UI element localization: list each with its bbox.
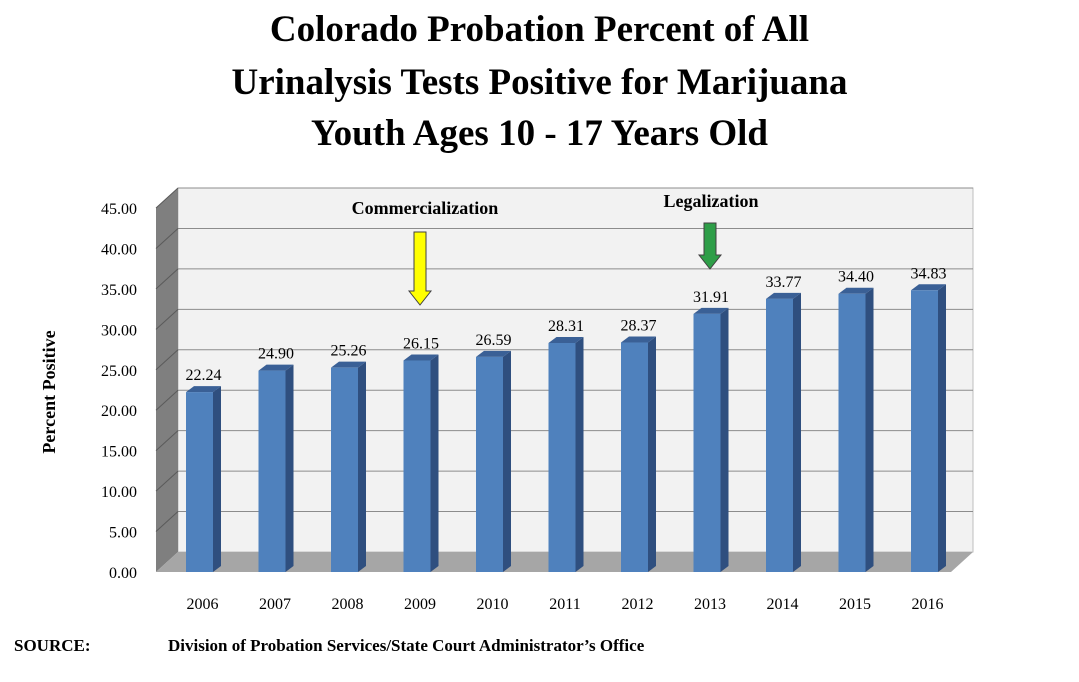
- x-tick-label: 2007: [259, 596, 291, 613]
- annotation-label: Legalization: [664, 191, 759, 211]
- y-tick-label: 25.00: [101, 363, 137, 380]
- bar: [258, 364, 294, 572]
- bar: [548, 337, 584, 572]
- bar: [693, 307, 729, 572]
- y-axis-label: Percent Positive: [39, 330, 59, 453]
- x-tick-label: 2011: [549, 596, 580, 613]
- bar-top: [548, 337, 584, 344]
- y-tick-label: 5.00: [109, 525, 137, 542]
- gridline-side: [155, 228, 179, 249]
- data-label: 24.90: [258, 346, 294, 363]
- data-label: 34.40: [838, 269, 874, 286]
- y-tick-label: 0.00: [109, 565, 137, 582]
- bar: [621, 336, 656, 572]
- bar-front: [403, 360, 431, 572]
- bar-side: [575, 337, 584, 572]
- bar-top: [838, 287, 874, 294]
- data-label: 26.15: [403, 335, 439, 352]
- bar-front: [258, 370, 286, 572]
- x-tick-label: 2015: [839, 596, 871, 613]
- bar-top: [331, 361, 366, 368]
- y-tick-label: 30.00: [101, 322, 137, 339]
- x-tick-label: 2016: [912, 596, 944, 613]
- bar-front: [766, 298, 793, 572]
- gridline-side: [155, 308, 179, 330]
- bar-side: [430, 354, 439, 572]
- y-tick-label: 15.00: [101, 444, 137, 461]
- x-tick-label: 2014: [767, 596, 799, 613]
- y-tick-label: 45.00: [101, 201, 137, 218]
- data-label: 28.37: [621, 318, 657, 335]
- bar-side: [213, 386, 221, 572]
- gridline-side: [155, 349, 179, 371]
- bar-top: [911, 284, 946, 291]
- annotation-label: Commercialization: [352, 198, 499, 218]
- bar-front: [476, 356, 503, 572]
- gridline-side: [155, 430, 179, 452]
- bar: [476, 350, 511, 572]
- bar-side: [865, 287, 874, 572]
- chart-title-line-2: Urinalysis Tests Positive for Marijuana: [231, 62, 848, 103]
- bar-front: [621, 342, 648, 572]
- annotation-arrow: [697, 222, 723, 270]
- bar: [766, 292, 801, 572]
- x-tick-label: 2013: [694, 596, 726, 613]
- bar-front: [186, 392, 213, 572]
- gridline-side: [155, 268, 179, 290]
- bar-side: [648, 336, 656, 572]
- y-tick-label: 20.00: [101, 403, 137, 420]
- bar-top: [186, 386, 221, 393]
- bar: [331, 361, 366, 572]
- bar-top: [258, 364, 294, 371]
- x-tick-label: 2009: [404, 596, 436, 613]
- data-label: 25.26: [331, 343, 367, 360]
- bar-side: [503, 350, 511, 572]
- gridline-side: [155, 470, 179, 492]
- bar-front: [331, 367, 358, 572]
- y-tick-label: 10.00: [101, 484, 137, 501]
- y-tick-label: 40.00: [101, 241, 137, 258]
- bar-front: [911, 290, 938, 572]
- bar-top: [693, 307, 729, 314]
- x-tick-label: 2008: [332, 596, 364, 613]
- bar-side: [285, 364, 294, 572]
- bar: [186, 386, 221, 572]
- source-text: Division of Probation Services/State Cou…: [168, 636, 645, 655]
- bar: [403, 354, 439, 572]
- data-label: 22.24: [186, 367, 222, 384]
- bar-top: [476, 350, 511, 357]
- bar-front: [693, 313, 721, 572]
- bar-front: [838, 293, 866, 572]
- x-tick-label: 2012: [622, 596, 654, 613]
- bar-chart: 0.00 5.00 10.00 15.00 20.00 25.00 30.00 35.00 40…: [39, 187, 974, 613]
- y-tick-label: 35.00: [101, 282, 137, 299]
- bar-side: [793, 292, 801, 572]
- bar-top: [403, 354, 439, 361]
- data-label: 34.83: [911, 265, 947, 282]
- data-label: 28.31: [548, 318, 584, 335]
- bar: [911, 284, 946, 572]
- bar-side: [358, 361, 366, 572]
- data-label: 31.91: [693, 289, 729, 306]
- annotation-arrow: [407, 231, 433, 306]
- gridline-side: [155, 511, 179, 532]
- source-label: SOURCE:: [14, 636, 91, 655]
- chart-title-line-3: Youth Ages 10 - 17 Years Old: [310, 113, 769, 154]
- x-tick-label: 2010: [477, 596, 509, 613]
- bar-side: [720, 307, 729, 572]
- bar-side: [938, 284, 946, 572]
- x-tick-label: 2006: [187, 596, 219, 613]
- gridline-side: [155, 389, 179, 411]
- bar-top: [621, 336, 656, 343]
- bar: [838, 287, 874, 572]
- gridline-side: [155, 187, 179, 209]
- bar-top: [766, 292, 801, 299]
- bar-front: [548, 343, 576, 572]
- data-label: 33.77: [766, 274, 802, 291]
- data-label: 26.59: [476, 332, 512, 349]
- chart-title-line-1: Colorado Probation Percent of All: [269, 9, 810, 50]
